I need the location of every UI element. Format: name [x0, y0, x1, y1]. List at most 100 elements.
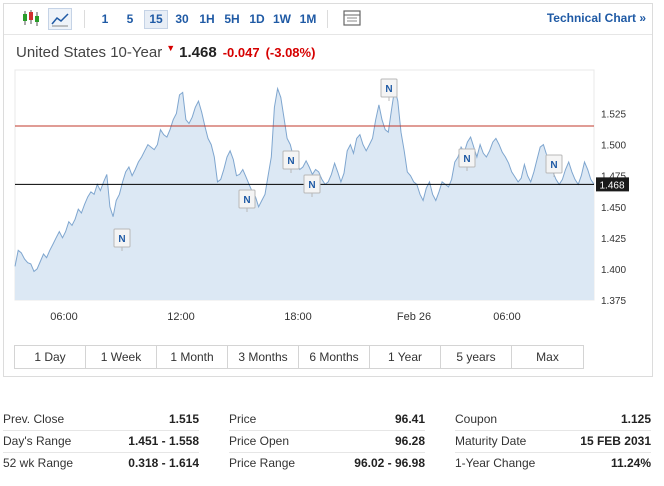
y-tick-label: 1.375: [601, 296, 626, 307]
chart-widget: 1 5 15 30 1H 5H 1D 1W 1M Technical Chart…: [3, 3, 653, 377]
instrument-header: United States 10-Year ▼ 1.468 -0.047 (-3.08%…: [16, 43, 316, 64]
stat-value: 15 FEB 2031: [580, 434, 651, 448]
stat-label: Prev. Close: [3, 412, 65, 426]
row-divider: [3, 452, 199, 453]
timeframe-30[interactable]: 30: [175, 12, 189, 26]
stat-label: Coupon: [455, 412, 498, 426]
range-3-months[interactable]: 3 Months: [228, 346, 299, 368]
timeframe-1w[interactable]: 1W: [273, 12, 291, 26]
stat-row: Coupon 1.125: [455, 408, 651, 430]
timeframe-15[interactable]: 15: [144, 10, 168, 29]
range-1-day[interactable]: 1 Day: [15, 346, 86, 368]
news-marker-label: N: [118, 234, 125, 245]
row-divider: [455, 430, 651, 431]
row-divider: [3, 430, 199, 431]
x-axis: 06:00 12:00 18:00 Feb 26 06:00: [50, 311, 521, 323]
y-tick-label: 1.500: [601, 141, 626, 152]
toolbar-separator: [84, 10, 85, 28]
stat-value: 1.515: [168, 412, 199, 426]
x-tick-label: Feb 26: [397, 311, 431, 323]
x-tick-label: 12:00: [167, 311, 195, 323]
current-price-label: 1.468: [596, 177, 629, 192]
range-1-year[interactable]: 1 Year: [370, 346, 441, 368]
stat-value: 1.125: [620, 412, 651, 426]
news-marker[interactable]: N: [458, 148, 476, 171]
stat-value: 11.24%: [610, 456, 651, 470]
news-marker-label: N: [550, 160, 557, 171]
stat-value: 96.28: [394, 434, 425, 448]
stat-value: 96.41: [394, 412, 425, 426]
stat-label: 52 wk Range: [3, 456, 74, 470]
stat-value: 1.451 - 1.558: [128, 434, 199, 448]
table-view-icon[interactable]: [341, 8, 363, 28]
y-tick-label: 1.525: [601, 110, 626, 121]
news-marker-label: N: [308, 180, 315, 191]
row-divider: [455, 452, 651, 453]
y-axis: 1.525 1.500 1.475 1.450 1.425 1.400 1.375: [601, 110, 626, 307]
stat-value: 96.02 - 96.98: [354, 456, 425, 470]
range-1-week[interactable]: 1 Week: [86, 346, 157, 368]
news-marker-label: N: [243, 195, 250, 206]
series-area: [15, 88, 594, 300]
row-divider: [229, 452, 425, 453]
stat-row: 52 wk Range 0.318 - 1.614: [3, 452, 199, 474]
y-tick-label: 1.400: [601, 265, 626, 276]
x-tick-label: 18:00: [284, 311, 312, 323]
y-tick-label: 1.425: [601, 234, 626, 245]
stat-label: Price Range: [229, 456, 296, 470]
timeframe-5[interactable]: 5: [126, 12, 134, 26]
news-marker[interactable]: N: [282, 150, 300, 173]
y-tick-label: 1.450: [601, 203, 626, 214]
news-marker[interactable]: N: [545, 154, 563, 177]
news-marker-label: N: [463, 154, 470, 165]
series-line: [14, 86, 595, 273]
chart-toolbar: 1 5 15 30 1H 5H 1D 1W 1M Technical Chart…: [4, 4, 652, 35]
stat-label: Price: [229, 412, 257, 426]
instrument-name: United States 10-Year: [16, 44, 163, 61]
news-marker[interactable]: N: [113, 228, 131, 251]
down-arrow-icon: ▼: [166, 43, 176, 53]
news-marker-label: N: [287, 156, 294, 167]
stat-row: Price Open 96.28: [229, 430, 425, 452]
y-tick-label: 1.475: [601, 172, 626, 183]
timeframe-5h[interactable]: 5H: [224, 12, 240, 26]
timeframe-1h[interactable]: 1H: [199, 12, 215, 26]
range-max[interactable]: Max: [536, 350, 559, 364]
toolbar-separator: [327, 10, 328, 28]
stat-row: Day's Range 1.451 - 1.558: [3, 430, 199, 452]
last-price: 1.468: [179, 44, 217, 61]
timeframe-1m[interactable]: 1M: [299, 12, 317, 26]
stat-row: 1-Year Change 11.24%: [455, 452, 651, 474]
news-markers[interactable]: N N N N N N N: [113, 78, 563, 251]
price-change-percent: (-3.08%): [265, 45, 316, 60]
candlestick-icon[interactable]: [20, 8, 42, 28]
current-price-tag-text: 1.468: [599, 180, 624, 191]
price-change: -0.047: [222, 45, 260, 60]
range-1-month[interactable]: 1 Month: [157, 346, 228, 368]
x-tick-label: 06:00: [50, 311, 78, 323]
stat-label: 1-Year Change: [455, 456, 536, 470]
news-marker[interactable]: N: [238, 189, 256, 212]
range-selector: 1 Day 1 Week 1 Month 3 Months 6 Months 1 Year…: [14, 345, 584, 369]
stat-value: 0.318 - 1.614: [128, 456, 199, 470]
stat-label: Day's Range: [3, 434, 72, 448]
range-5-years[interactable]: 5 years: [441, 346, 512, 368]
stat-row: Maturity Date 15 FEB 2031: [455, 430, 651, 452]
stat-row: Price Range 96.02 - 96.98: [229, 452, 425, 474]
stat-row: Prev. Close 1.515: [3, 408, 199, 430]
technical-chart-link[interactable]: Technical Chart »: [546, 11, 646, 25]
stat-label: Maturity Date: [455, 434, 527, 448]
x-tick-label: 06:00: [493, 311, 521, 323]
row-divider: [229, 430, 425, 431]
timeframe-1d[interactable]: 1D: [249, 12, 265, 26]
news-marker[interactable]: N: [303, 174, 321, 197]
area-chart-icon[interactable]: [48, 8, 72, 30]
stat-label: Price Open: [229, 434, 290, 448]
range-6-months[interactable]: 6 Months: [299, 346, 370, 368]
stat-row: Price 96.41: [229, 408, 425, 430]
news-marker[interactable]: N: [380, 78, 398, 101]
timeframe-1[interactable]: 1: [101, 12, 109, 26]
current-price-tag: [596, 177, 629, 192]
news-marker-label: N: [385, 84, 392, 95]
